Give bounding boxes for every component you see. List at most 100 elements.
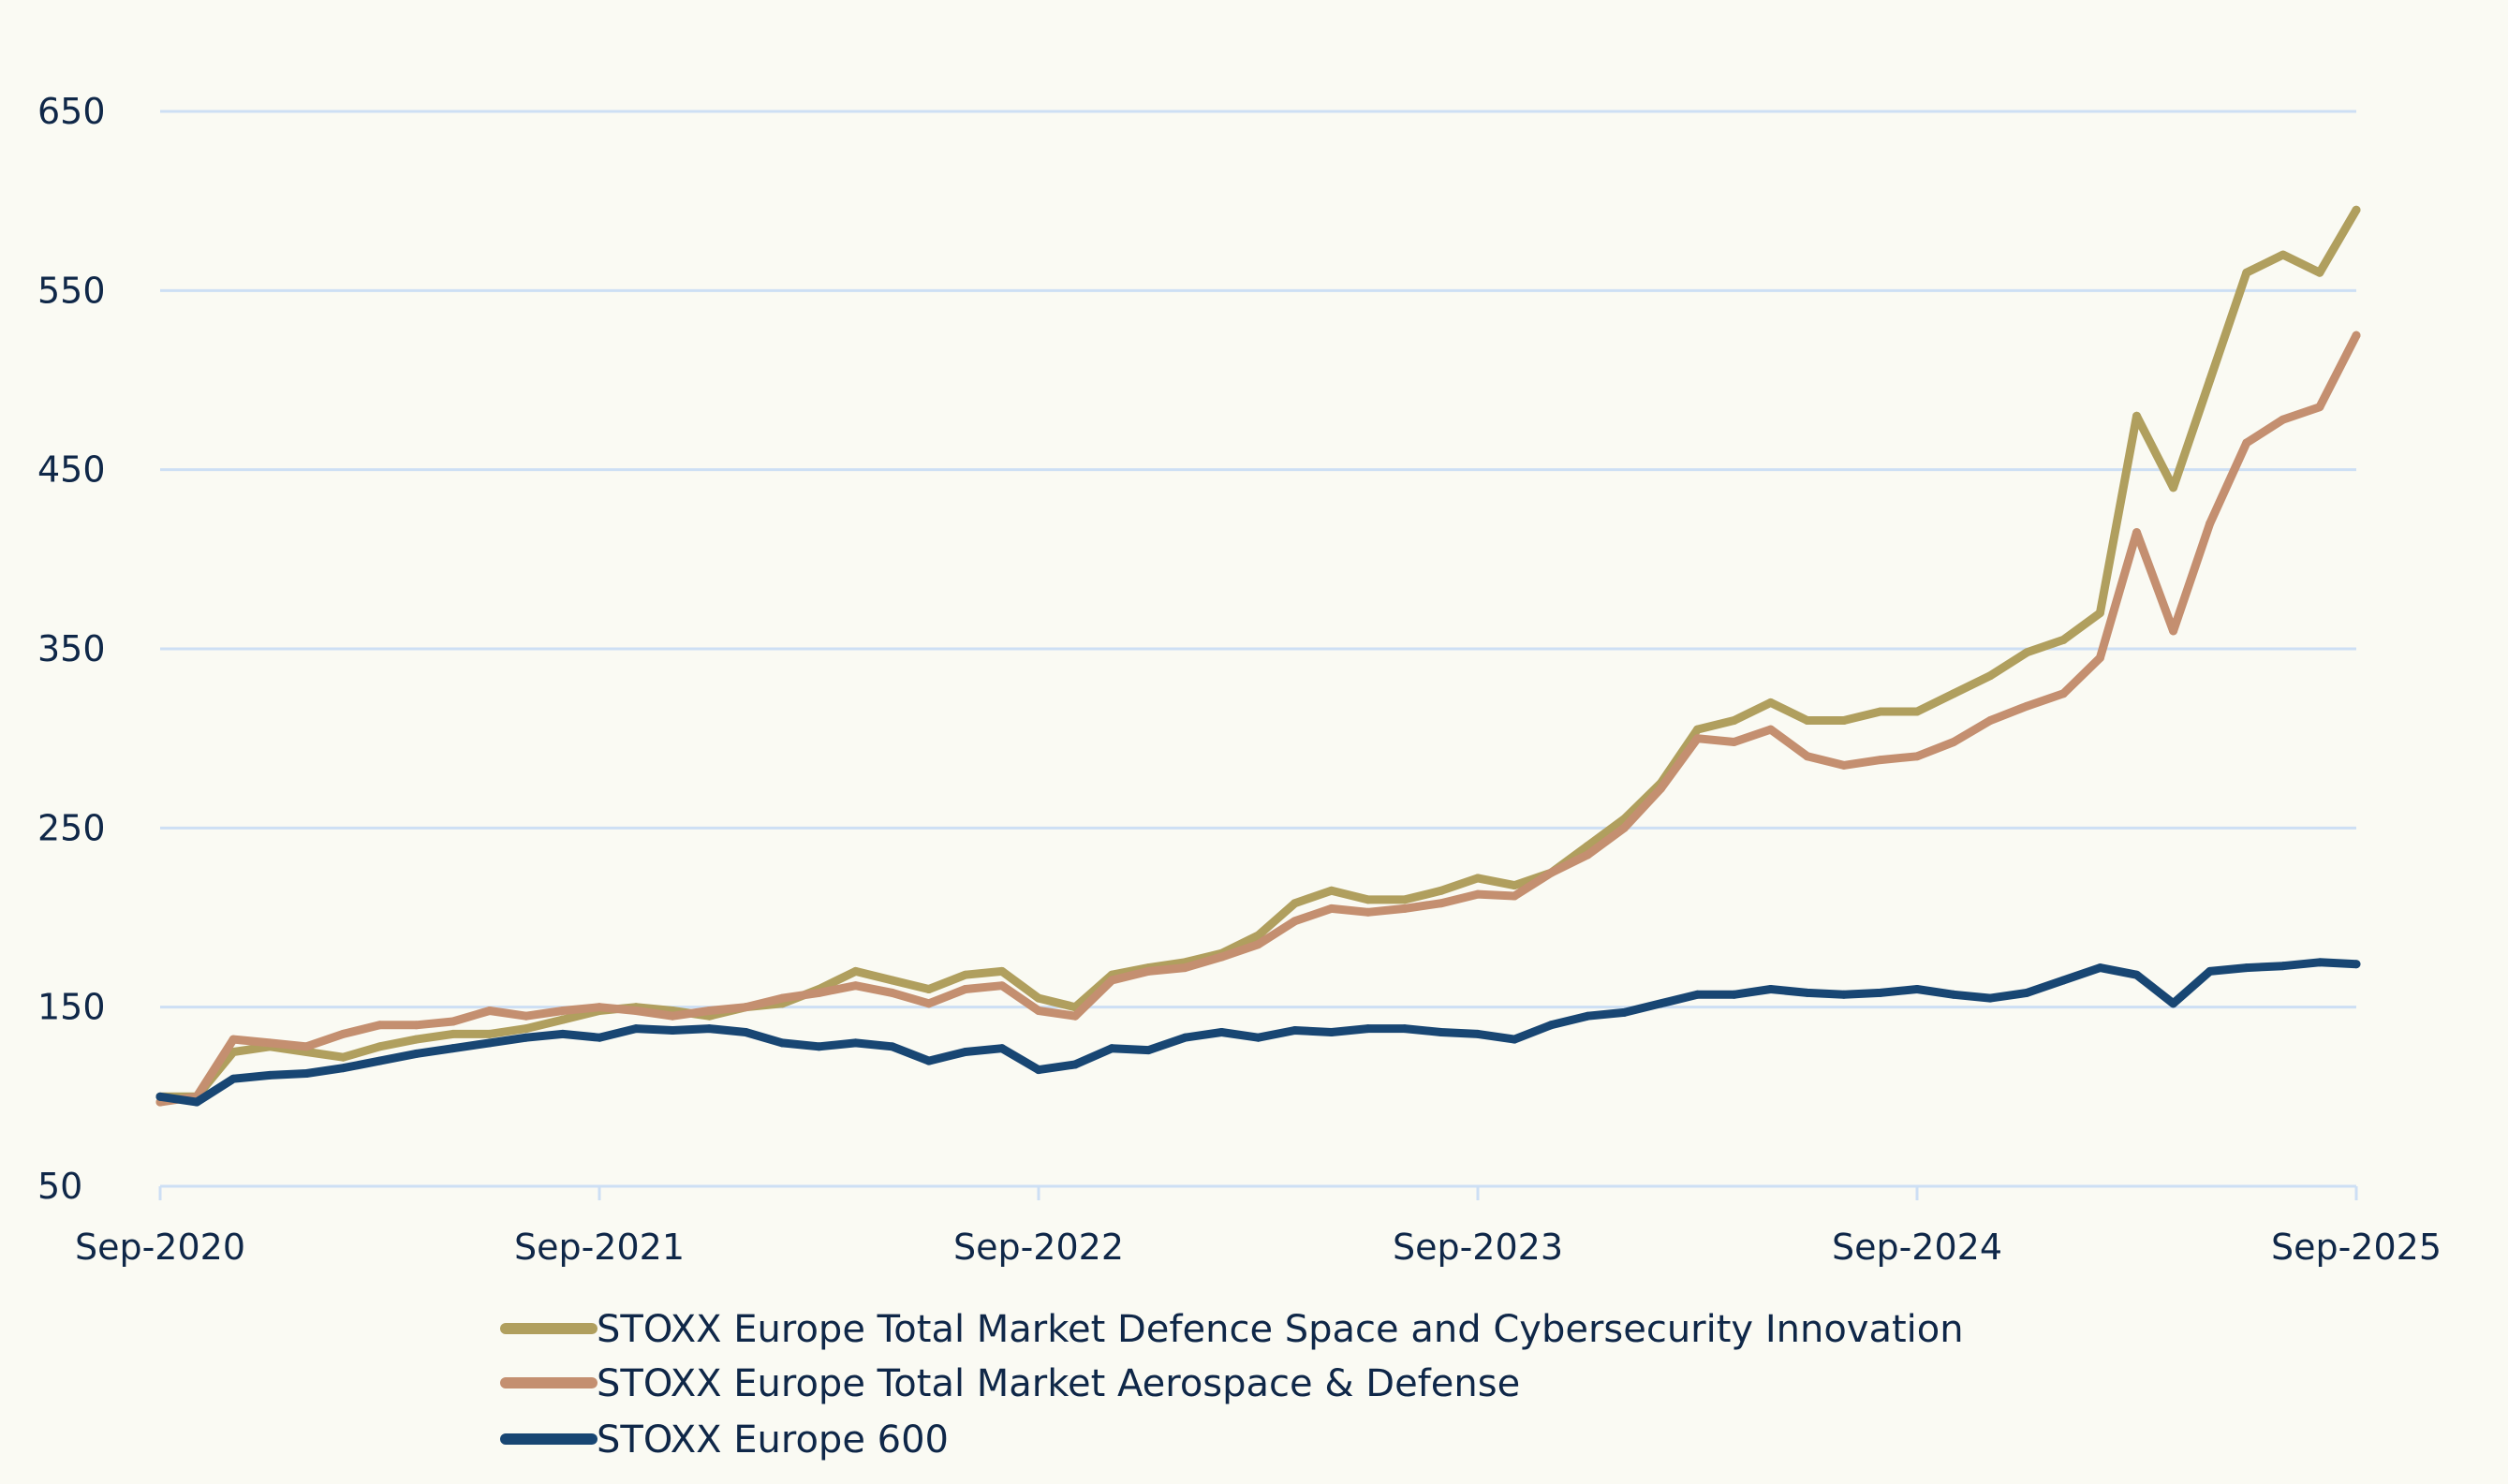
- data-point: [997, 966, 1007, 976]
- data-point: [2132, 528, 2141, 537]
- data-point: [997, 1044, 1007, 1053]
- data-point: [1327, 886, 1336, 895]
- data-point: [1912, 985, 1922, 994]
- data-point: [376, 1056, 384, 1065]
- data-point: [1619, 1007, 1629, 1017]
- data-point: [1070, 1011, 1080, 1021]
- data-point: [1546, 1021, 1556, 1030]
- data-point: [1437, 899, 1446, 908]
- data-point: [851, 966, 861, 976]
- data-point: [449, 1044, 458, 1053]
- data-point: [2132, 411, 2141, 420]
- data-point: [1985, 993, 1995, 1003]
- data-point: [704, 1024, 714, 1034]
- data-point: [961, 1048, 970, 1056]
- data-point: [558, 1006, 568, 1015]
- data-point: [1473, 874, 1483, 883]
- data-point: [412, 1049, 421, 1058]
- data-point: [1291, 899, 1300, 908]
- data-point: [2058, 635, 2068, 644]
- data-point: [704, 1006, 714, 1015]
- data-point: [631, 1024, 641, 1034]
- data-point: [1839, 760, 1849, 770]
- data-point: [1803, 716, 1812, 726]
- data-point: [1034, 1006, 1043, 1015]
- data-point: [449, 1029, 458, 1038]
- data-point: [1583, 1011, 1592, 1021]
- y-tick-label: 150: [37, 987, 106, 1028]
- data-point: [2022, 988, 2031, 997]
- data-point: [851, 1038, 861, 1048]
- data-point: [668, 1011, 677, 1021]
- data-point: [2279, 415, 2288, 424]
- data-point: [2352, 331, 2361, 340]
- data-point: [1327, 1027, 1336, 1036]
- legend: STOXX Europe Total Market Defence Space …: [500, 1308, 1964, 1462]
- data-point: [2132, 970, 2141, 979]
- data-point: [1400, 904, 1409, 913]
- data-point: [1180, 963, 1189, 973]
- data-point: [595, 1033, 604, 1042]
- data-point: [522, 1011, 531, 1021]
- data-point: [2315, 403, 2324, 412]
- data-point: [1473, 889, 1483, 899]
- data-point: [2169, 626, 2178, 636]
- data-point: [1437, 886, 1446, 895]
- data-point: [1730, 716, 1739, 726]
- data-point: [1217, 1027, 1226, 1036]
- legend-item: STOXX Europe Total Market Aerospace & De…: [500, 1362, 1520, 1405]
- gridlines: [160, 110, 2356, 1188]
- data-point: [229, 1074, 238, 1083]
- data-point: [1327, 904, 1336, 913]
- data-point: [2206, 519, 2215, 528]
- data-point: [376, 1021, 384, 1030]
- data-point: [815, 1042, 823, 1051]
- x-tick-label: Sep-2023: [1393, 1227, 1563, 1268]
- data-point: [1803, 752, 1812, 761]
- data-point: [1876, 756, 1885, 765]
- data-point: [815, 988, 823, 997]
- data-point: [924, 985, 934, 994]
- data-point: [1730, 737, 1739, 746]
- data-point: [155, 1092, 165, 1101]
- data-point: [338, 1052, 347, 1062]
- data-point: [558, 1015, 568, 1024]
- data-point: [2095, 609, 2104, 618]
- data-point: [2022, 648, 2031, 657]
- data-point: [2315, 268, 2324, 277]
- legend-label: STOXX Europe Total Market Aerospace & De…: [597, 1362, 1520, 1405]
- data-point: [1070, 1060, 1080, 1069]
- y-tick-label: 350: [37, 628, 106, 669]
- data-point: [2315, 958, 2324, 967]
- data-point: [449, 1017, 458, 1026]
- data-point: [192, 1097, 201, 1107]
- data-point: [2242, 963, 2251, 973]
- data-point: [1912, 707, 1922, 716]
- data-point: [338, 1029, 347, 1038]
- data-point: [924, 999, 934, 1008]
- data-point: [961, 985, 970, 994]
- data-point: [1400, 895, 1409, 904]
- x-tick-label: Sep-2024: [1832, 1227, 2002, 1268]
- data-point: [1583, 841, 1592, 850]
- data-point: [2242, 268, 2251, 277]
- data-point: [1693, 725, 1702, 734]
- data-point: [1364, 1024, 1373, 1034]
- data-point: [2169, 483, 2178, 492]
- x-tick-label: Sep-2025: [2271, 1227, 2442, 1268]
- data-point: [668, 1026, 677, 1036]
- data-point: [1656, 784, 1665, 793]
- data-point: [1876, 707, 1885, 716]
- data-point: [302, 1042, 311, 1051]
- data-point: [2169, 999, 2178, 1008]
- data-point: [412, 1021, 421, 1030]
- y-tick-label: 450: [37, 449, 106, 491]
- data-point: [2352, 205, 2361, 214]
- data-point: [631, 1006, 641, 1015]
- data-point: [2095, 654, 2104, 663]
- data-point: [888, 988, 897, 997]
- data-point: [2352, 960, 2361, 969]
- data-point: [1985, 716, 1995, 726]
- data-point: [1254, 931, 1262, 940]
